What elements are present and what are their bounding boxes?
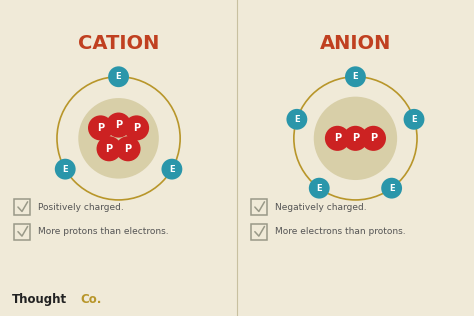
Text: P: P: [352, 133, 359, 143]
Circle shape: [116, 136, 141, 161]
Text: E: E: [317, 184, 322, 193]
Text: More protons than electrons.: More protons than electrons.: [38, 227, 169, 236]
Circle shape: [88, 115, 113, 141]
Text: P: P: [370, 133, 377, 143]
Circle shape: [361, 126, 386, 151]
Text: ANION: ANION: [320, 34, 391, 53]
Text: E: E: [169, 165, 175, 173]
Circle shape: [403, 109, 424, 130]
Text: P: P: [106, 144, 113, 154]
Circle shape: [345, 66, 366, 87]
Text: P: P: [334, 133, 341, 143]
Text: P: P: [125, 144, 132, 154]
Text: P: P: [115, 120, 122, 130]
Text: P: P: [133, 123, 140, 133]
Bar: [251, 224, 267, 240]
Bar: [14, 224, 30, 240]
Text: E: E: [411, 115, 417, 124]
Circle shape: [286, 109, 307, 130]
Circle shape: [124, 115, 149, 141]
Circle shape: [162, 159, 182, 179]
Circle shape: [55, 159, 76, 179]
Text: P: P: [97, 123, 104, 133]
Circle shape: [381, 178, 402, 198]
Circle shape: [325, 126, 350, 151]
Text: Co.: Co.: [81, 293, 102, 306]
Text: Positively charged.: Positively charged.: [38, 203, 124, 211]
Circle shape: [108, 66, 129, 87]
Text: E: E: [353, 72, 358, 81]
Circle shape: [106, 112, 131, 138]
Circle shape: [78, 98, 159, 179]
Text: CATION: CATION: [78, 34, 159, 53]
Text: More electrons than protons.: More electrons than protons.: [275, 227, 406, 236]
Circle shape: [309, 178, 329, 198]
Bar: [251, 199, 267, 215]
Circle shape: [97, 136, 122, 161]
Text: Negatively charged.: Negatively charged.: [275, 203, 366, 211]
Circle shape: [314, 97, 397, 180]
Text: E: E: [116, 72, 121, 81]
Bar: [14, 199, 30, 215]
Text: E: E: [389, 184, 394, 193]
Circle shape: [343, 126, 368, 151]
Text: Thought: Thought: [12, 293, 67, 306]
Text: E: E: [63, 165, 68, 173]
Text: E: E: [294, 115, 300, 124]
